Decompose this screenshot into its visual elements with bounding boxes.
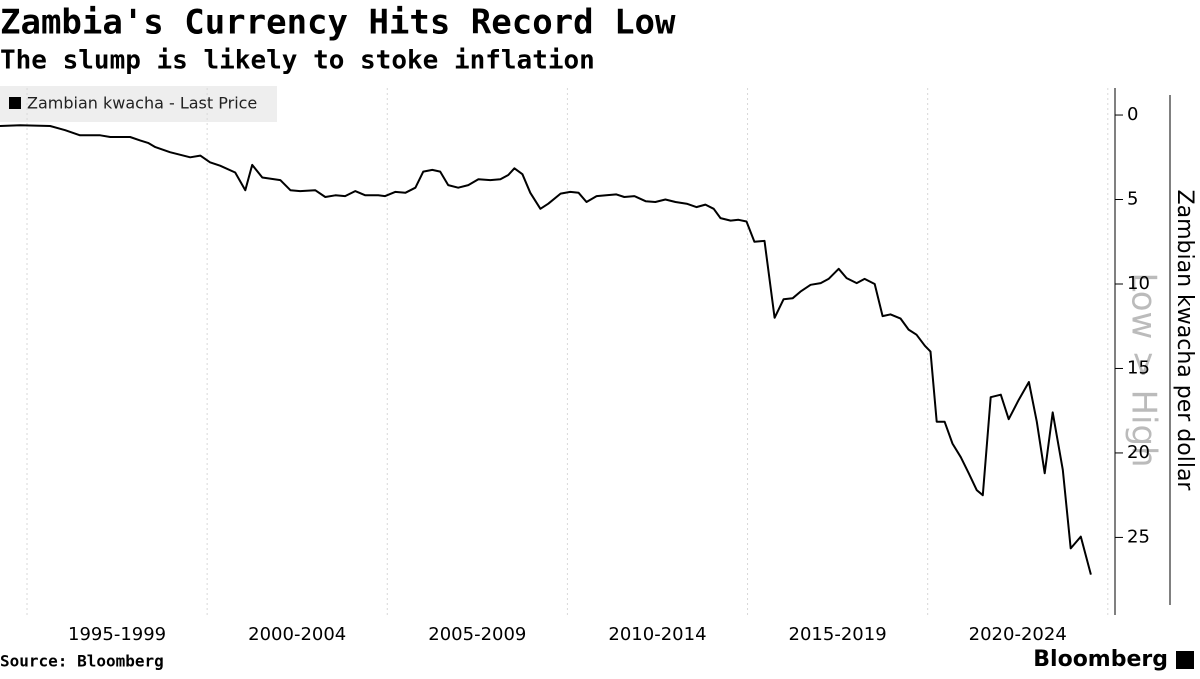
y-tick-label: 0 bbox=[1127, 104, 1138, 125]
y-tick-label: 5 bbox=[1127, 189, 1138, 210]
y-tick-label: 15 bbox=[1127, 357, 1150, 378]
y-tick-label: 20 bbox=[1127, 442, 1150, 463]
legend-box bbox=[0, 86, 277, 122]
source: Source: Bloomberg bbox=[0, 652, 164, 671]
y-tick-label: 10 bbox=[1127, 273, 1150, 294]
x-tick-label: 2015-2019 bbox=[789, 624, 887, 645]
chart-subtitle: The slump is likely to stoke inflation bbox=[0, 46, 595, 76]
x-tick-label: 2020-2024 bbox=[969, 624, 1067, 645]
x-tick-label: 2000-2004 bbox=[248, 624, 346, 645]
chart-title: Zambia's Currency Hits Record Low bbox=[0, 3, 676, 43]
price-line bbox=[0, 124, 1092, 575]
x-tick-label: 1995-1999 bbox=[68, 624, 166, 645]
brand: Bloomberg bbox=[1033, 647, 1168, 672]
x-tick-label: 2010-2014 bbox=[608, 624, 706, 645]
y-axis-label: Zambian kwacha per dollar bbox=[1172, 190, 1197, 492]
x-tick-label: 2005-2009 bbox=[428, 624, 526, 645]
legend-swatch bbox=[9, 97, 21, 109]
brand-icon bbox=[1176, 651, 1194, 669]
y-tick-label: 25 bbox=[1127, 526, 1150, 547]
legend-label: Zambian kwacha - Last Price bbox=[27, 94, 257, 113]
direction-label: Low > High bbox=[1124, 272, 1164, 467]
